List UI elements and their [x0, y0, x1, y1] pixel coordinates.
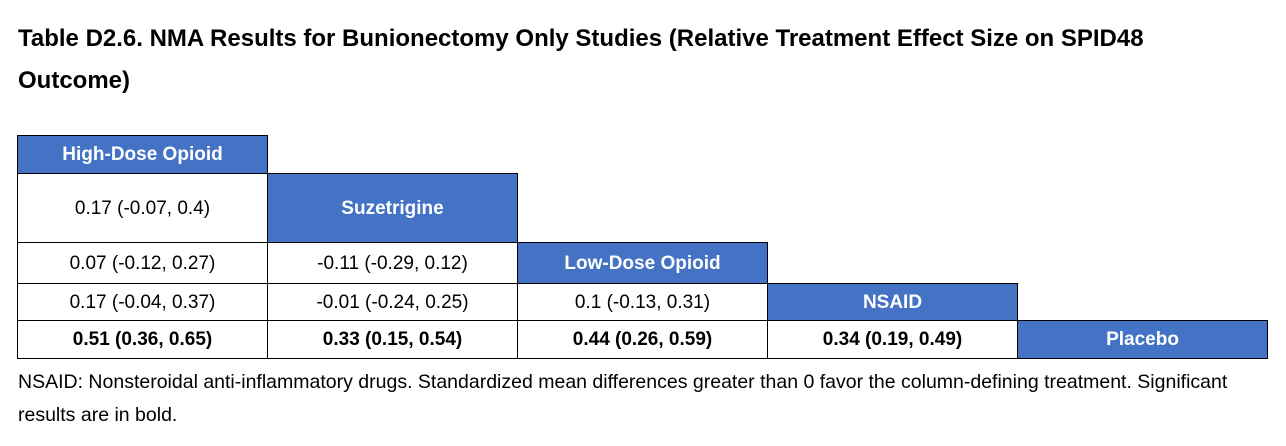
effect-cell: 0.1 (-0.13, 0.31)	[517, 283, 768, 321]
effect-cell: 0.07 (-0.12, 0.27)	[17, 242, 268, 284]
treatment-header-high-dose-opioid: High-Dose Opioid	[17, 135, 268, 174]
empty-cell	[518, 174, 768, 243]
effect-cell-significant: 0.34 (0.19, 0.49)	[767, 320, 1018, 359]
treatment-header-nsaid: NSAID	[767, 283, 1018, 321]
table-row: 0.17 (-0.04, 0.37) -0.01 (-0.24, 0.25) 0…	[17, 283, 1268, 321]
empty-cell	[1018, 243, 1268, 284]
effect-cell-significant: 0.33 (0.15, 0.54)	[267, 320, 518, 359]
effect-cell: 0.17 (-0.07, 0.4)	[17, 173, 268, 243]
empty-cell	[268, 136, 518, 174]
treatment-header-placebo: Placebo	[1017, 320, 1268, 359]
empty-cell	[1018, 284, 1268, 321]
table-row: 0.51 (0.36, 0.65) 0.33 (0.15, 0.54) 0.44…	[17, 320, 1268, 359]
empty-cell	[768, 136, 1018, 174]
empty-cell	[768, 243, 1018, 284]
effect-cell: -0.01 (-0.24, 0.25)	[267, 283, 518, 321]
treatment-header-suzetrigine: Suzetrigine	[267, 173, 518, 243]
table-title: Table D2.6. NMA Results for Bunionectomy…	[18, 25, 1144, 94]
nma-results-table: High-Dose Opioid 0.17 (-0.07, 0.4) Suzet…	[17, 135, 1268, 359]
empty-cell	[768, 174, 1018, 243]
table-footnote: NSAID: Nonsteroidal anti-inflammatory dr…	[18, 371, 1228, 426]
table-row: 0.17 (-0.07, 0.4) Suzetrigine	[17, 173, 1268, 243]
effect-cell-significant: 0.51 (0.36, 0.65)	[17, 320, 268, 359]
treatment-header-low-dose-opioid: Low-Dose Opioid	[517, 242, 768, 284]
empty-cell	[1018, 174, 1268, 243]
empty-cell	[1018, 136, 1268, 174]
effect-cell: 0.17 (-0.04, 0.37)	[17, 283, 268, 321]
effect-cell-significant: 0.44 (0.26, 0.59)	[517, 320, 768, 359]
empty-cell	[518, 136, 768, 174]
table-row: High-Dose Opioid	[17, 135, 1268, 174]
table-row: 0.07 (-0.12, 0.27) -0.11 (-0.29, 0.12) L…	[17, 242, 1268, 284]
effect-cell: -0.11 (-0.29, 0.12)	[267, 242, 518, 284]
